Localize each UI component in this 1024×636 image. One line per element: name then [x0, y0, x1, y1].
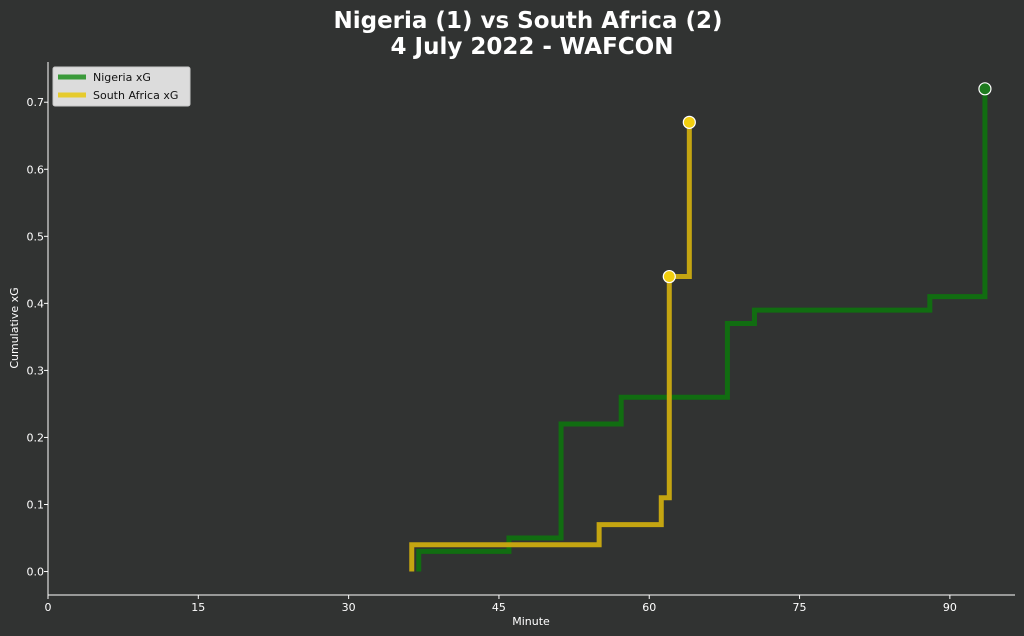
x-tick-label: 15 [191, 601, 205, 614]
legend-label-nigeria: Nigeria xG [93, 71, 151, 84]
chart-subtitle: 4 July 2022 - WAFCON [391, 34, 674, 60]
y-tick-label: 0.1 [27, 498, 45, 511]
legend: Nigeria xG South Africa xG [52, 66, 191, 107]
y-ticks: 0.0 0.1 0.2 0.3 0.4 0.5 0.6 0.7 [27, 96, 48, 579]
legend-box [52, 66, 191, 107]
goal-marker [662, 269, 676, 284]
x-ticks: 0 15 30 45 60 75 90 [45, 595, 957, 614]
goal-marker [682, 115, 696, 129]
y-axis-label: Cumulative xG [8, 287, 21, 368]
x-tick-label: 60 [642, 601, 656, 614]
y-tick-label: 0.5 [27, 230, 45, 243]
x-tick-label: 30 [342, 601, 356, 614]
series-line-south-africa-xg [409, 122, 692, 572]
y-tick-label: 0.7 [27, 96, 45, 109]
y-tick-label: 0.2 [27, 431, 45, 444]
x-tick-label: 75 [793, 601, 807, 614]
series-layer [409, 88, 988, 572]
x-axis-label: Minute [512, 615, 550, 628]
goal-markers [662, 82, 992, 284]
legend-label-south-africa: South Africa xG [93, 89, 178, 102]
series-line-nigeria-xg [416, 88, 988, 572]
y-tick-label: 0.3 [27, 364, 45, 377]
axes: 0 15 30 45 60 75 90 0.0 0.1 0.2 0.3 0.4 0.5 0.6 0.7 [27, 62, 1015, 614]
y-tick-label: 0.4 [27, 297, 45, 310]
x-tick-label: 0 [45, 601, 52, 614]
goal-marker [978, 82, 992, 96]
x-tick-label: 45 [492, 601, 506, 614]
y-tick-label: 0.0 [27, 566, 45, 579]
chart-title: Nigeria (1) vs South Africa (2) [333, 8, 722, 34]
y-tick-label: 0.6 [27, 163, 45, 176]
x-tick-label: 90 [943, 601, 957, 614]
